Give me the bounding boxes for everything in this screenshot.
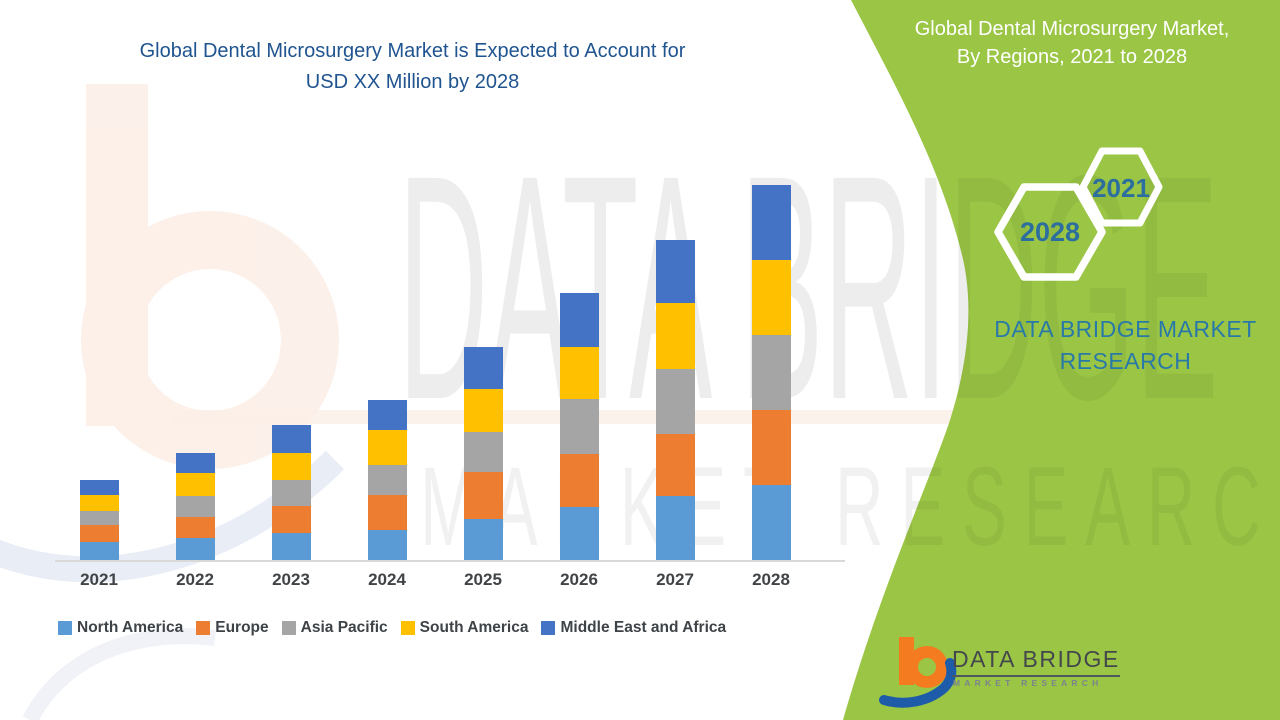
bar-2028 [752,185,791,560]
bar-segment [752,335,791,410]
logo-subtitle: MARKET RESEARCH [953,678,1103,688]
bar-segment [464,432,503,472]
bar-segment [464,347,503,389]
bar-segment [80,542,119,560]
legend-swatch [281,621,296,635]
bar-segment [560,347,599,399]
x-axis-label: 2027 [656,570,694,589]
bar-2022 [176,453,215,560]
legend-label: Middle East and Africa [560,619,727,636]
hexagon-year-2021: 2021 [1092,173,1150,203]
bar-segment [368,530,407,560]
green-panel-shape [843,0,1280,720]
bar-segment [464,472,503,519]
legend-label: North America [77,619,184,636]
bar-segment [656,496,695,560]
x-axis-label: 2028 [752,570,790,589]
bar-2026 [560,293,599,560]
bar-segment [656,434,695,496]
hexagon-outline-2021-icon [1079,147,1163,227]
bar-segment [560,507,599,560]
bar-segment [656,240,695,303]
bar-2024 [368,400,407,560]
x-axis-labels: 2021 2022 2023 2024 2025 2026 2027 2028 [55,570,845,594]
bar-segment [656,303,695,369]
bar-segment [368,465,407,495]
bar-segment [752,485,791,560]
bar-segment [560,293,599,347]
bar-2023 [272,425,311,560]
bar-segment [176,473,215,496]
x-axis-label: 2026 [560,570,598,589]
watermark-logo-b-icon [81,84,339,469]
hexagon-year-2028: 2028 [1019,217,1081,247]
bar-segment [752,410,791,485]
bar-segment [560,454,599,507]
bar-segment [464,519,503,560]
bar-segment [176,496,215,517]
legend-label: Asia Pacific [300,619,388,636]
chart-title-line2: USD XX Million by 2028 [305,71,520,93]
logo-name: DATA BRIDGE [952,646,1120,677]
data-bridge-logo-icon [879,637,957,708]
brand-text-line2: RESEARCH [1059,348,1192,374]
bar-segment [368,430,407,465]
panel-title-line2: By Regions, 2021 to 2028 [956,46,1188,68]
bar-segment [80,525,119,542]
legend-swatch [196,621,211,635]
x-axis-label: 2023 [272,570,310,589]
bar-segment [272,453,311,480]
legend-item: North America [58,619,183,637]
x-axis-label: 2024 [368,570,406,589]
bar-segment [272,506,311,533]
x-axis-label: 2022 [176,570,214,589]
brand-text: DATA BRIDGE MARKET RESEARCH [968,313,1280,377]
chart-legend: North America Europe Asia Pacific South Ame… [58,619,726,637]
bar-segment [80,511,119,525]
legend-item: Europe [196,619,269,637]
bar-segment [80,495,119,511]
bar-segment [368,400,407,430]
legend-swatch [541,621,556,635]
x-axis-line [55,560,845,562]
bar-segment [752,185,791,260]
legend-label: South America [419,619,529,636]
hexagon-outline-2028-icon [994,183,1106,281]
bar-segment [176,453,215,473]
bar-segment [656,369,695,434]
legend-swatch [400,621,415,635]
bar-segment [176,517,215,538]
bar-segment [272,425,311,453]
legend-label: Europe [215,619,269,636]
bar-segment [176,538,215,560]
x-axis-label: 2021 [80,570,118,589]
panel-title: Global Dental Microsurgery Market, By Re… [872,15,1272,71]
bar-chart-plot [55,148,845,560]
bar-segment [80,480,119,495]
chart-title-line1: Global Dental Microsurgery Market is Exp… [139,40,686,62]
bar-segment [752,260,791,335]
brand-text-line1: DATA BRIDGE MARKET [994,316,1257,342]
legend-item: Asia Pacific [281,619,388,637]
legend-swatch [58,621,72,635]
bar-2021 [80,480,119,560]
legend-item: South America [400,619,529,637]
bar-2025 [464,347,503,560]
x-axis-label: 2025 [464,570,502,589]
bar-segment [560,399,599,454]
bar-segment [272,480,311,506]
legend-item: Middle East and Africa [541,619,726,637]
watermark-swoosh-icon-2 [22,628,216,720]
bar-segment [464,389,503,432]
chart-title: Global Dental Microsurgery Market is Exp… [55,36,770,98]
bar-2027 [656,240,695,560]
bar-segment [272,533,311,560]
panel-title-line1: Global Dental Microsurgery Market, [914,18,1230,40]
bar-segment [368,495,407,530]
